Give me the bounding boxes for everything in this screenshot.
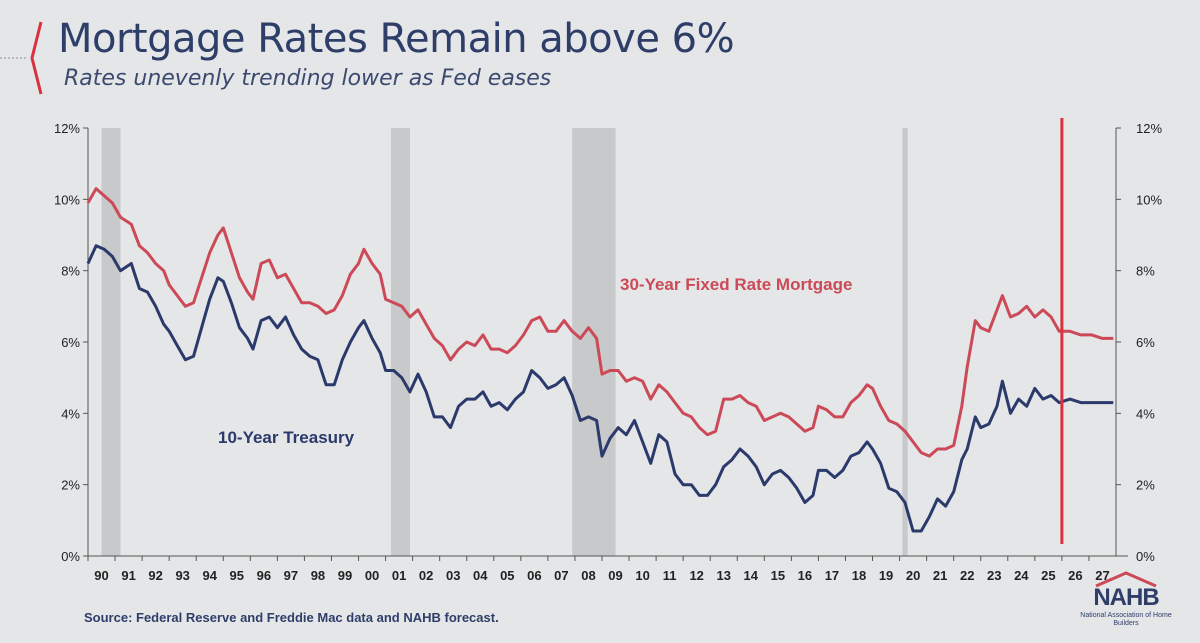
recession-band-3 <box>902 128 908 556</box>
y-tick-right-label-3: 6% <box>1136 335 1155 350</box>
x-tick-label-32: 22 <box>960 568 974 583</box>
title-accent-mark <box>0 21 43 95</box>
rates-chart: 0% 2% 4% 6% 8% 10% 12% 0% 2% 4% 6% 8% 10% 12% 90 91 92 93… <box>54 118 1162 583</box>
x-tick-label-6: 96 <box>257 568 271 583</box>
x-tick-label-2: 92 <box>148 568 162 583</box>
x-tick-label-21: 11 <box>663 568 677 583</box>
x-tick-label-15: 05 <box>500 568 514 583</box>
x-tick-label-4: 94 <box>203 568 218 583</box>
y-tick-left-label-2: 4% <box>61 406 80 421</box>
x-tick-label-0: 90 <box>94 568 108 583</box>
recession-band-2 <box>572 128 616 556</box>
x-tick-label-17: 07 <box>554 568 568 583</box>
x-tick-label-19: 09 <box>608 568 622 583</box>
x-tick-label-1: 91 <box>121 568 135 583</box>
y-tick-right-label-4: 8% <box>1136 264 1155 279</box>
mortgage-series-label: 30-Year Fixed Rate Mortgage <box>620 275 852 294</box>
x-tick-label-27: 17 <box>825 568 839 583</box>
x-tick-label-30: 20 <box>906 568 920 583</box>
x-tick-label-18: 08 <box>581 568 595 583</box>
recession-bands <box>101 128 908 556</box>
page-subtitle: Rates unevenly trending lower as Fed eas… <box>64 66 552 91</box>
x-tick-label-35: 25 <box>1041 568 1055 583</box>
x-tick-label-10: 00 <box>365 568 379 583</box>
treasury-series-label: 10-Year Treasury <box>218 428 355 447</box>
house-roof-icon <box>1095 571 1157 588</box>
x-tick-label-12: 02 <box>419 568 433 583</box>
treasury-yield-line <box>86 244 1114 533</box>
logo-subtext: National Association of Home Builders <box>1080 612 1172 627</box>
x-tick-label-23: 13 <box>717 568 731 583</box>
y-tick-left-label-5: 10% <box>54 192 80 207</box>
x-tick-label-13: 03 <box>446 568 460 583</box>
y-tick-right-label-2: 4% <box>1136 406 1155 421</box>
y-tick-right-label-6: 12% <box>1136 121 1162 136</box>
recession-band-0 <box>101 128 121 556</box>
y-tick-left-label-3: 6% <box>61 335 80 350</box>
page-title: Mortgage Rates Remain above 6% <box>58 16 735 62</box>
x-tick-label-3: 93 <box>175 568 189 583</box>
x-tick-label-8: 98 <box>311 568 325 583</box>
x-tick-label-24: 14 <box>744 568 759 583</box>
x-tick-label-26: 16 <box>798 568 812 583</box>
y-tick-right-label-0: 0% <box>1136 549 1155 564</box>
nahb-logo: NAHB National Association of Home Builde… <box>1080 570 1172 638</box>
recession-band-1 <box>390 128 410 556</box>
mortgage-rate-line <box>86 187 1114 458</box>
logo-text: NAHB <box>1093 584 1159 611</box>
x-tick-label-14: 04 <box>473 568 488 583</box>
y-tick-left-label-6: 12% <box>54 121 80 136</box>
x-tick-label-20: 10 <box>635 568 649 583</box>
y-tick-left-label-4: 8% <box>61 264 80 279</box>
chart-series <box>86 118 1114 544</box>
y-tick-right-label-5: 10% <box>1136 192 1162 207</box>
x-tick-label-9: 99 <box>338 568 352 583</box>
x-tick-label-7: 97 <box>284 568 298 583</box>
x-tick-label-36: 26 <box>1068 568 1082 583</box>
source-note: Source: Federal Reserve and Freddie Mac … <box>84 610 499 625</box>
x-tick-label-5: 95 <box>230 568 244 583</box>
y-tick-right-label-1: 2% <box>1136 478 1155 493</box>
x-tick-label-33: 23 <box>987 568 1001 583</box>
y-tick-left-label-1: 2% <box>61 478 80 493</box>
y-tick-left-label-0: 0% <box>61 549 80 564</box>
chart-axes: 0% 2% 4% 6% 8% 10% 12% 0% 2% 4% 6% 8% 10% 12% 90 91 92 93… <box>54 121 1162 583</box>
x-tick-label-28: 18 <box>852 568 866 583</box>
x-tick-label-11: 01 <box>392 568 406 583</box>
x-tick-label-31: 21 <box>933 568 947 583</box>
x-tick-label-16: 06 <box>527 568 541 583</box>
x-tick-label-34: 24 <box>1014 568 1029 583</box>
x-tick-label-37: 27 <box>1095 568 1109 583</box>
x-tick-label-29: 19 <box>879 568 893 583</box>
x-tick-label-25: 15 <box>771 568 785 583</box>
x-tick-label-22: 12 <box>689 568 703 583</box>
